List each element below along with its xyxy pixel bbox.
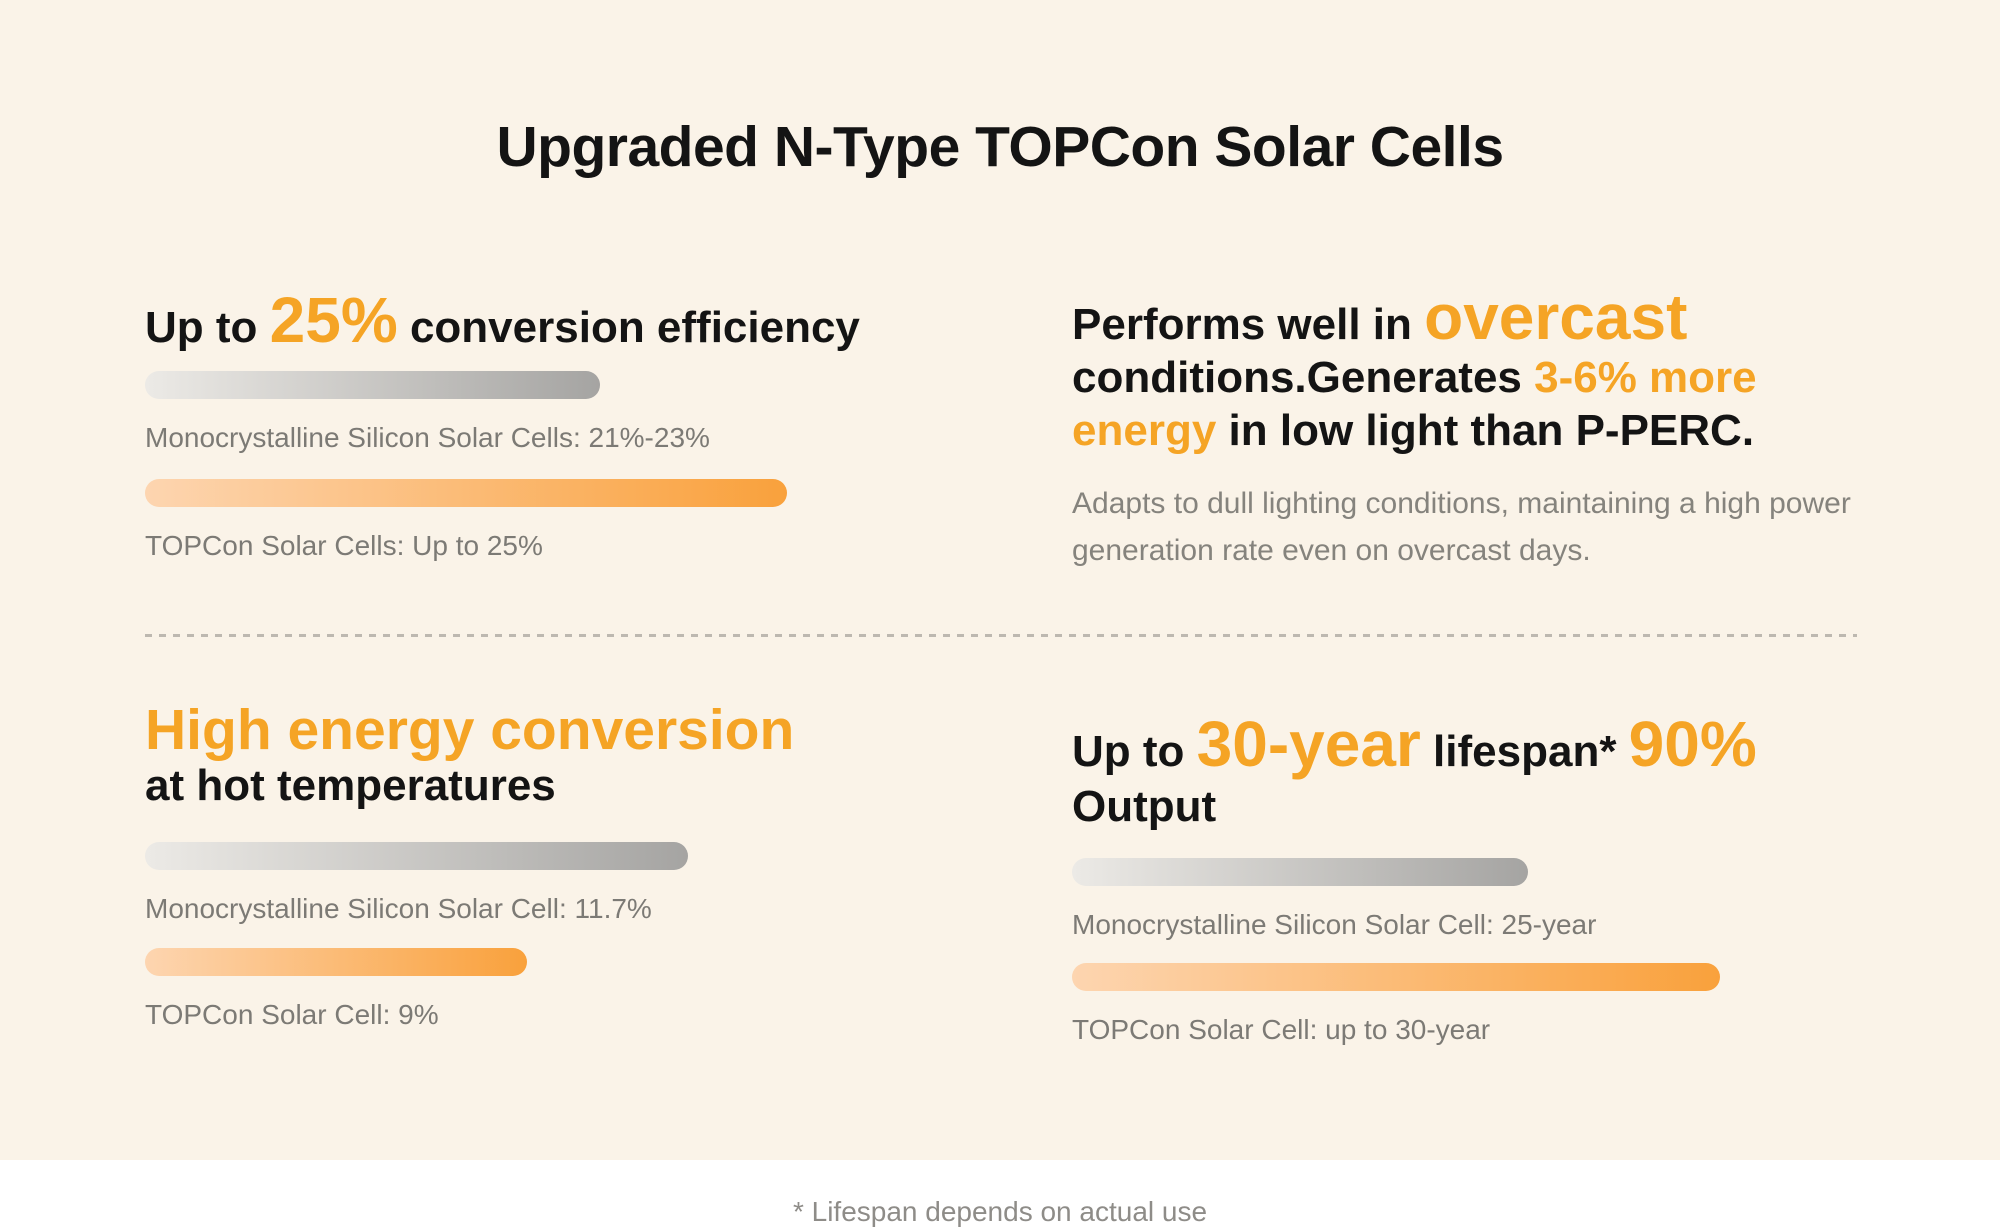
heading-segment: 3-6% more: [1534, 353, 1757, 402]
heading-segment: Up to: [1072, 727, 1197, 776]
page-title: Upgraded N-Type TOPCon Solar Cells: [496, 115, 1504, 179]
efficiency-bar-monocrystalline: [145, 371, 600, 399]
heading-segment: at hot temperatures: [145, 761, 556, 810]
heading-segment: conditions.Generates: [1072, 353, 1535, 402]
efficiency-bar-topcon: [145, 479, 787, 507]
hot-temperature-bar-topcon: [145, 948, 527, 976]
overcast-paragraph: Adapts to dull lighting conditions, main…: [1072, 487, 1851, 567]
heading-segment: Up to: [145, 303, 270, 352]
efficiency-bar-topcon-label: TOPCon Solar Cells: Up to 25%: [145, 530, 543, 561]
efficiency-heading: Up to 25% conversion efficiency: [145, 288, 860, 354]
footer-strip: [0, 1160, 2000, 1229]
lifespan-bar-topcon-label: TOPCon Solar Cell: up to 30-year: [1072, 1014, 1491, 1045]
efficiency-bar-monocrystalline-label: Monocrystalline Silicon Solar Cells: 21%…: [145, 422, 710, 453]
hot-temperature-bar-monocrystalline: [145, 842, 688, 870]
heading-segment: conversion efficiency: [397, 303, 860, 352]
lifespan-heading: Up to 30-year lifespan* 90% Output: [1072, 712, 1912, 834]
heading-segment: 30-year: [1196, 708, 1421, 780]
hot-temperature-heading: High energy conversion at hot temperature…: [145, 702, 794, 811]
hot-temperature-bar-topcon-label: TOPCon Solar Cell: 9%: [145, 999, 439, 1030]
heading-segment: lifespan*: [1420, 727, 1629, 776]
heading-segment: 25%: [269, 284, 398, 356]
lifespan-bar-monocrystalline: [1072, 858, 1528, 886]
overcast-heading: Performs well in overcast conditions.Gene…: [1072, 285, 1912, 457]
dashed-divider: [145, 634, 1857, 637]
hot-temperature-bar-monocrystalline-label: Monocrystalline Silicon Solar Cell: 11.7…: [145, 893, 652, 924]
heading-segment: 90%: [1628, 708, 1757, 780]
heading-segment: in low light than P-PERC.: [1216, 406, 1755, 455]
heading-segment: High energy conversion: [145, 698, 795, 762]
heading-segment: Output: [1072, 782, 1217, 831]
lifespan-bar-monocrystalline-label: Monocrystalline Silicon Solar Cell: 25-y…: [1072, 909, 1597, 940]
heading-segment: energy: [1072, 406, 1217, 455]
heading-segment: overcast: [1424, 281, 1688, 353]
lifespan-bar-topcon: [1072, 963, 1720, 991]
footer-note: * Lifespan depends on actual use: [792, 1196, 1208, 1227]
heading-segment: Performs well in: [1072, 300, 1425, 349]
